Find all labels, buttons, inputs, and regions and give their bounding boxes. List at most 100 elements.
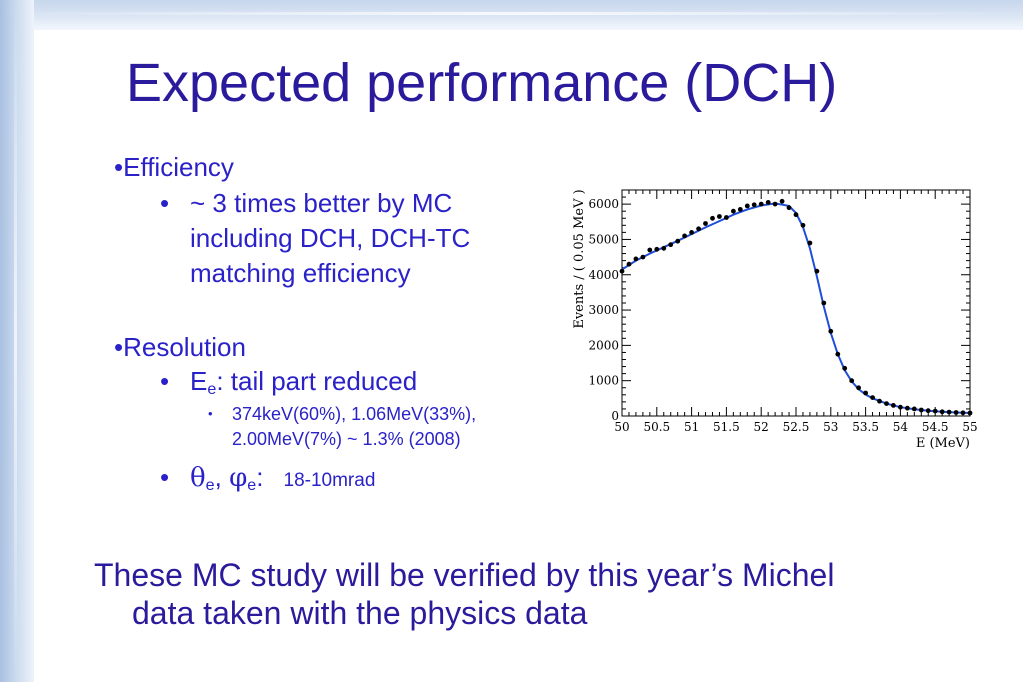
data-point xyxy=(751,202,757,208)
data-point xyxy=(633,256,639,262)
energy-symbol: E xyxy=(190,366,208,396)
y-tick-label: 6000 xyxy=(588,197,619,211)
x-tick-label: 52 xyxy=(754,420,769,434)
fit-curve-line xyxy=(621,202,971,414)
data-point xyxy=(953,410,959,415)
data-point xyxy=(724,215,729,220)
x-tick-label: 50.5 xyxy=(643,420,670,434)
background-frame-left xyxy=(0,0,34,682)
x-axis-label: E (MeV) xyxy=(916,436,970,451)
y-tick-label: 2000 xyxy=(588,338,619,352)
energy-description: : tail part reduced xyxy=(216,366,418,396)
phi-symbol: φ xyxy=(229,463,248,493)
y-tick-label: 3000 xyxy=(588,303,619,317)
angle-resolution-value: 18-10mrad xyxy=(283,470,376,491)
bullet-resolution: •Resolution xyxy=(114,332,246,363)
data-point xyxy=(800,222,806,228)
data-point xyxy=(807,240,813,246)
y-tick-label: 1000 xyxy=(588,374,619,388)
x-tick-label: 50 xyxy=(614,420,629,434)
data-point xyxy=(717,214,722,219)
sub-bullet-marker: • xyxy=(160,366,170,396)
x-tick-label: 51 xyxy=(684,420,699,434)
data-point xyxy=(689,230,694,235)
energy-spectrum-chart: 50 50.5 51 51.5 52 52.5 53 53.5 54 54.5 55 0 1000 20… xyxy=(572,189,978,451)
x-tick-label: 53 xyxy=(823,420,838,434)
data-point xyxy=(675,238,681,244)
background-streak-horizontal xyxy=(0,12,1023,15)
footer-line-2: data taken with the physics data xyxy=(132,595,588,631)
data-point xyxy=(696,226,701,232)
x-tick-label: 53.5 xyxy=(852,420,879,434)
bullet-marker: • xyxy=(114,152,124,182)
data-point xyxy=(884,401,889,406)
y-axis-label: Events / ( 0.05 MeV ) xyxy=(572,189,587,328)
plot-frame xyxy=(621,189,971,417)
angle-colon: : xyxy=(256,462,264,492)
data-point xyxy=(932,408,938,414)
data-point xyxy=(654,246,660,252)
data-point xyxy=(960,410,966,416)
data-point xyxy=(682,233,687,239)
bullet-energy-resolution: • Ee: tail part reduced xyxy=(160,364,417,399)
y-tick-label: 4000 xyxy=(588,268,619,282)
data-points xyxy=(619,198,973,416)
data-point xyxy=(731,208,736,214)
data-point xyxy=(744,203,750,209)
data-point xyxy=(918,407,924,413)
efficiency-line-1: ~ 3 times better by MC xyxy=(190,188,453,218)
bullet-marker: • xyxy=(114,332,124,362)
phi-subscript: e xyxy=(247,476,257,495)
detail-bullet-marker: • xyxy=(208,406,213,421)
y-tick-label: 5000 xyxy=(588,232,619,246)
data-point xyxy=(939,409,945,415)
data-point xyxy=(626,261,632,267)
data-point xyxy=(821,300,827,306)
data-point xyxy=(870,395,875,400)
energy-detail-line-2: 2.00MeV(7%) ~ 1.3% (2008) xyxy=(232,429,461,449)
angle-resolution-text: θe, φe: 18-10mrad xyxy=(190,460,375,503)
data-point xyxy=(835,351,841,357)
footer-note: These MC study will be verified by this … xyxy=(94,556,834,632)
plot-area xyxy=(621,189,971,417)
data-point xyxy=(905,405,910,411)
data-point xyxy=(668,242,674,248)
footer-line-1: These MC study will be verified by this … xyxy=(94,557,835,593)
data-point xyxy=(898,404,903,410)
data-point xyxy=(891,403,896,408)
data-point xyxy=(661,245,667,251)
data-point xyxy=(737,207,743,212)
x-axis: 50 50.5 51 51.5 52 52.5 53 53.5 54 54.5 55 xyxy=(614,190,978,434)
data-point xyxy=(779,198,785,204)
data-point xyxy=(925,408,931,414)
x-tick-label: 55 xyxy=(962,420,977,434)
data-point xyxy=(911,406,917,412)
data-point xyxy=(863,390,868,396)
bullet-angle-resolution: • θe, φe: 18-10mrad xyxy=(160,460,375,495)
efficiency-line-2: including DCH, DCH-TC xyxy=(190,223,471,253)
theta-subscript: e xyxy=(205,476,215,495)
data-point xyxy=(647,247,653,253)
efficiency-line-3: matching efficiency xyxy=(190,258,411,288)
data-point xyxy=(828,328,834,334)
bullet-efficiency: •Efficiency xyxy=(114,152,234,183)
data-point xyxy=(710,215,715,221)
theta-symbol: θ xyxy=(190,463,206,493)
x-tick-label: 51.5 xyxy=(713,420,740,434)
x-tick-label: 52.5 xyxy=(783,420,810,434)
energy-detail-line-1: 374keV(60%), 1.06MeV(33%), xyxy=(232,404,477,424)
data-point xyxy=(786,205,792,211)
background-frame-top xyxy=(0,0,1023,30)
sub-bullet-marker: • xyxy=(160,462,170,492)
resolution-label: Resolution xyxy=(123,332,246,362)
data-point xyxy=(842,365,848,371)
data-point xyxy=(814,268,820,274)
data-point xyxy=(849,378,855,384)
sub-bullet-marker: • xyxy=(160,188,170,218)
bullet-energy-detail: • 374keV(60%), 1.06MeV(33%), 2.00MeV(7%)… xyxy=(208,402,476,449)
bullet-efficiency-detail: • ~ 3 times better by MC including DCH, … xyxy=(160,186,470,288)
data-point xyxy=(703,221,708,226)
y-tick-label: 0 xyxy=(611,409,619,423)
slide-title: Expected performance (DCH) xyxy=(126,53,838,113)
data-point xyxy=(772,201,778,207)
